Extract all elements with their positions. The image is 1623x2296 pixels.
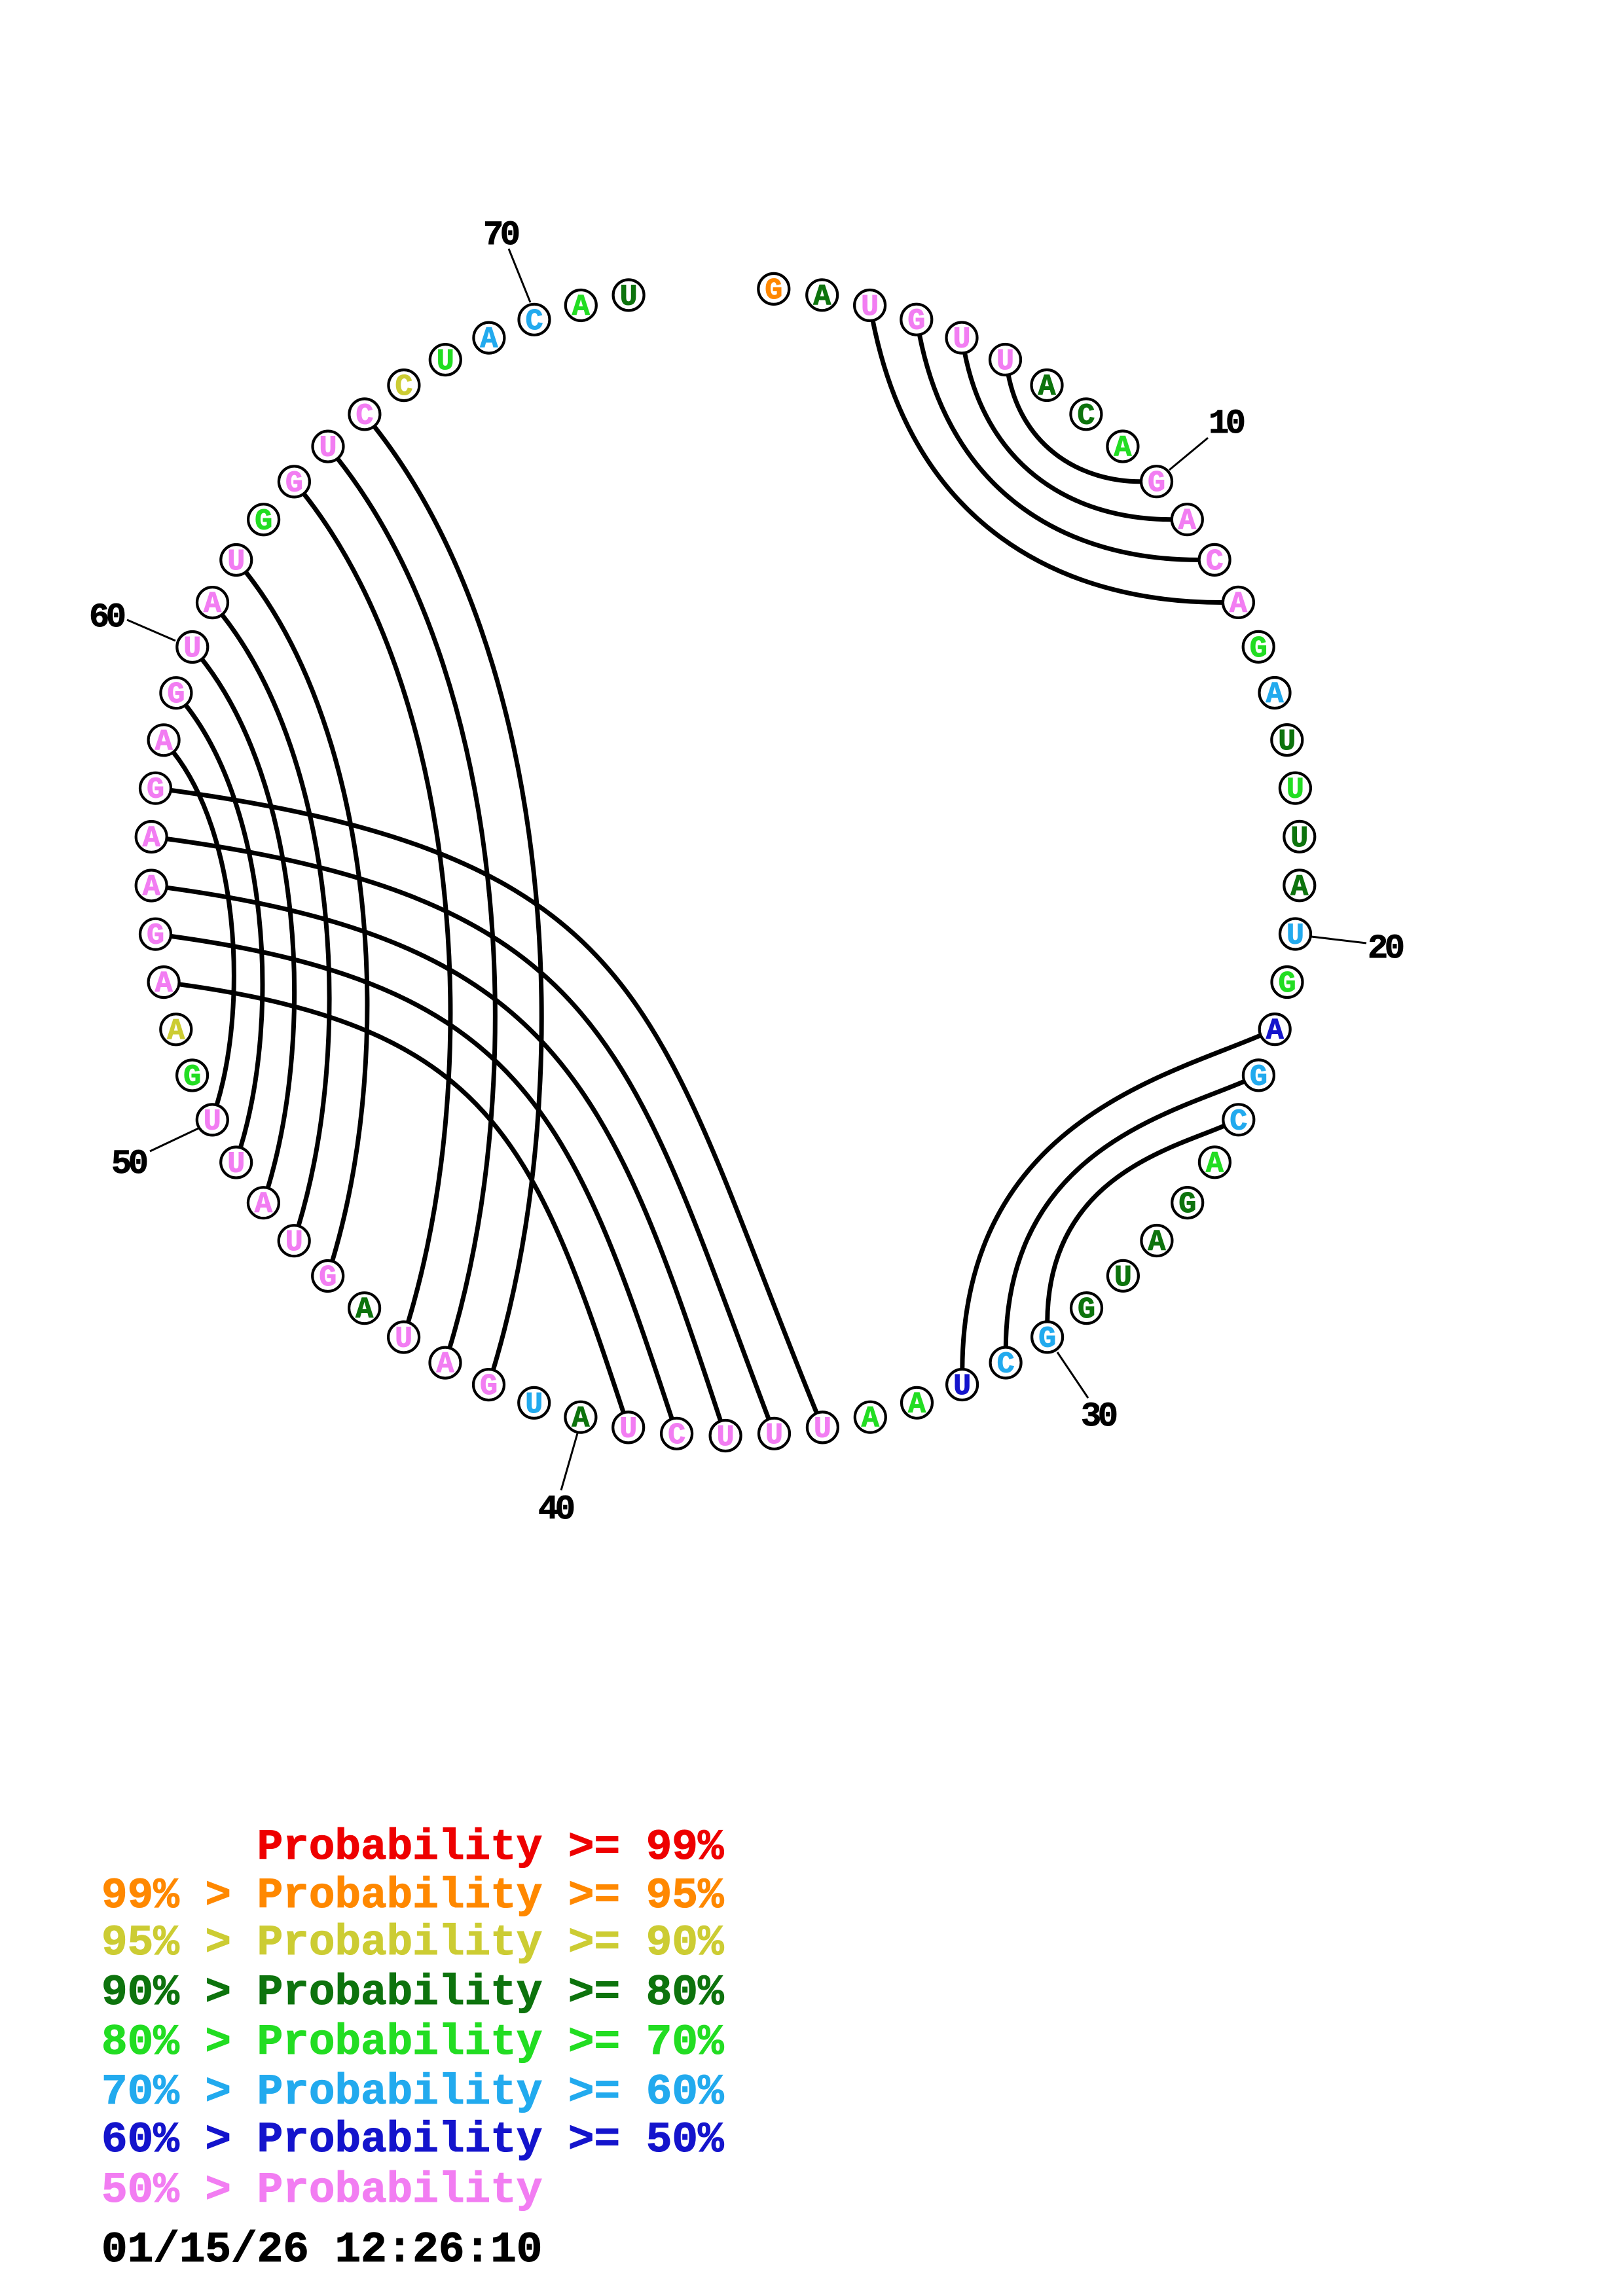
svg-text:A: A (143, 822, 160, 855)
svg-text:G: G (147, 774, 164, 807)
svg-text:U: U (953, 323, 970, 357)
svg-text:G: G (907, 305, 925, 338)
svg-text:60: 60 (89, 598, 125, 637)
svg-text:G: G (255, 505, 272, 538)
svg-text:01/15/26 12:26:10: 01/15/26 12:26:10 (101, 2225, 542, 2274)
svg-text:A: A (1230, 588, 1247, 621)
svg-text:G: G (167, 678, 185, 711)
svg-text:A: A (356, 1293, 373, 1327)
svg-text:G: G (1250, 632, 1267, 666)
svg-text:A: A (1148, 1226, 1165, 1259)
svg-text:95% > Probability >= 90%: 95% > Probability >= 90% (101, 1918, 724, 1967)
svg-text:U: U (1114, 1261, 1132, 1295)
svg-text:U: U (1278, 725, 1296, 759)
svg-text:A: A (1206, 1147, 1224, 1181)
svg-text:60% > Probability >= 50%: 60% > Probability >= 50% (101, 2115, 724, 2164)
svg-text:C: C (1230, 1105, 1247, 1138)
svg-text:G: G (183, 1061, 201, 1094)
svg-text:U: U (1286, 774, 1304, 807)
svg-text:G: G (1178, 1188, 1196, 1221)
svg-text:C: C (525, 305, 543, 338)
svg-text:U: U (183, 632, 201, 666)
svg-text:U: U (437, 345, 454, 378)
svg-text:30: 30 (1081, 1397, 1117, 1436)
svg-text:U: U (619, 1412, 637, 1446)
svg-text:70: 70 (483, 216, 519, 255)
svg-text:U: U (227, 1148, 245, 1181)
svg-text:U: U (1290, 822, 1308, 855)
svg-text:U: U (1286, 920, 1304, 953)
svg-text:G: G (765, 274, 782, 308)
svg-text:A: A (862, 1403, 879, 1436)
svg-text:A: A (908, 1388, 926, 1422)
svg-text:G: G (319, 1261, 337, 1295)
svg-text:G: G (147, 920, 164, 953)
svg-text:U: U (620, 280, 638, 314)
svg-text:U: U (227, 545, 245, 579)
svg-text:C: C (1077, 399, 1095, 433)
svg-text:A: A (167, 1014, 185, 1048)
svg-text:A: A (813, 280, 831, 314)
svg-text:A: A (1178, 505, 1196, 538)
svg-text:G: G (285, 467, 303, 500)
svg-text:U: U (525, 1388, 543, 1422)
svg-text:Probability >= 99%: Probability >= 99% (257, 1823, 724, 1872)
svg-text:U: U (319, 432, 337, 465)
svg-text:A: A (155, 967, 173, 1001)
svg-text:50: 50 (111, 1145, 147, 1183)
svg-text:U: U (996, 345, 1014, 378)
svg-text:G: G (1078, 1293, 1095, 1327)
svg-text:U: U (765, 1419, 783, 1452)
svg-text:U: U (861, 291, 879, 324)
svg-text:U: U (814, 1412, 831, 1446)
svg-text:C: C (395, 370, 412, 404)
svg-text:A: A (143, 871, 160, 905)
svg-text:A: A (255, 1188, 272, 1221)
svg-text:G: G (480, 1370, 498, 1403)
svg-text:99% > Probability >= 95%: 99% > Probability >= 95% (101, 1871, 724, 1920)
svg-text:A: A (1114, 432, 1131, 465)
svg-text:A: A (1266, 1014, 1284, 1048)
svg-text:A: A (572, 1403, 589, 1436)
svg-text:U: U (717, 1421, 735, 1454)
svg-text:U: U (285, 1226, 303, 1259)
svg-text:80% > Probability >= 70%: 80% > Probability >= 70% (101, 2018, 724, 2067)
svg-text:G: G (1278, 967, 1296, 1001)
svg-text:U: U (204, 1105, 221, 1138)
svg-text:C: C (997, 1348, 1015, 1382)
svg-text:50% > Probability: 50% > Probability (101, 2166, 542, 2215)
svg-text:A: A (436, 1348, 454, 1382)
svg-text:A: A (480, 323, 498, 357)
svg-text:C: C (668, 1419, 685, 1452)
svg-text:20: 20 (1368, 929, 1404, 968)
svg-text:G: G (1038, 1322, 1056, 1355)
svg-text:U: U (395, 1323, 412, 1356)
svg-text:A: A (1038, 370, 1055, 404)
svg-text:10: 10 (1209, 404, 1245, 443)
svg-text:C: C (1206, 545, 1224, 579)
svg-text:A: A (204, 588, 221, 621)
svg-text:C: C (356, 399, 373, 433)
svg-text:G: G (1250, 1060, 1267, 1094)
svg-text:A: A (1266, 678, 1283, 711)
svg-text:A: A (1290, 870, 1308, 904)
svg-text:U: U (953, 1370, 971, 1403)
svg-text:90% > Probability >= 80%: 90% > Probability >= 80% (101, 1968, 724, 2017)
svg-text:G: G (1148, 467, 1165, 500)
svg-text:70% > Probability >= 60%: 70% > Probability >= 60% (101, 2068, 724, 2117)
svg-text:A: A (155, 725, 173, 759)
svg-text:40: 40 (538, 1490, 574, 1529)
svg-text:A: A (572, 291, 590, 324)
